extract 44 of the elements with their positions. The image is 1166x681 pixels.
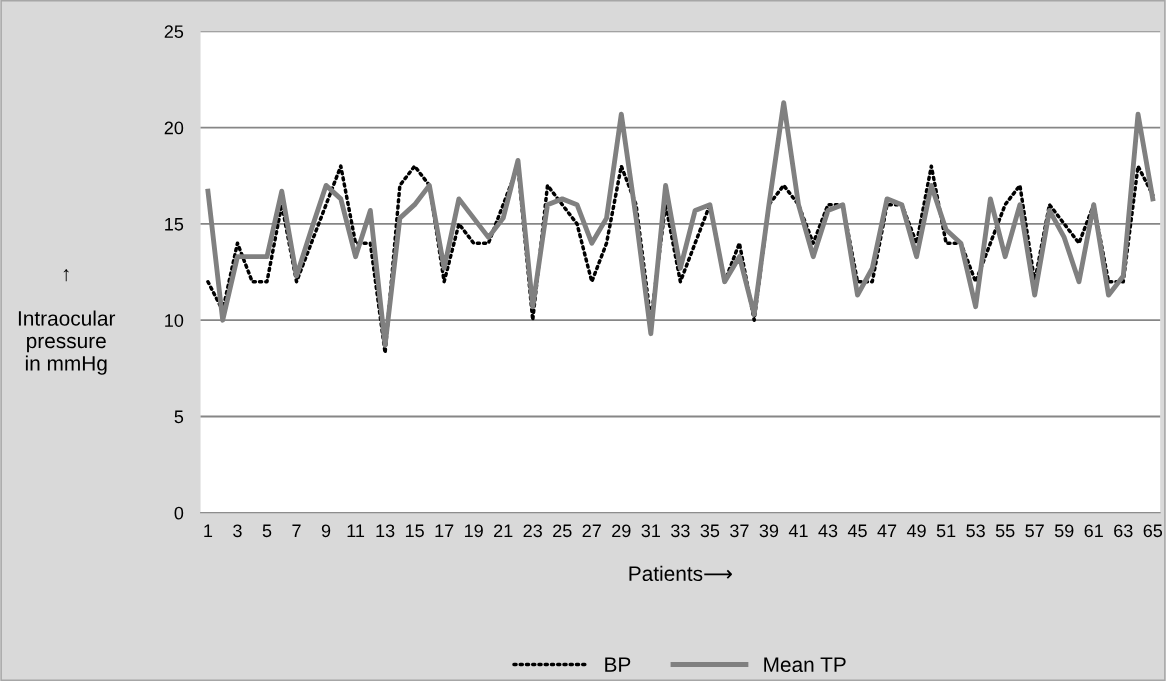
- x-tick-label: 19: [465, 524, 483, 538]
- x-tick-label: 11: [347, 524, 365, 537]
- x-tick-label: 35: [700, 524, 720, 538]
- x-tick-label: 41: [788, 524, 808, 537]
- x-tick-label: 17: [435, 524, 454, 537]
- y-tick-label: 25: [164, 25, 184, 39]
- x-tick-label: 1: [204, 524, 213, 537]
- x-tick-label: 65: [1143, 524, 1163, 538]
- x-tick-label: 15: [405, 524, 424, 538]
- x-tick-label: 27: [582, 524, 601, 537]
- x-tick-label: 49: [906, 524, 926, 538]
- x-tick-label: 21: [494, 524, 513, 537]
- y-tick-label: 15: [165, 218, 184, 231]
- x-tick-label: 43: [818, 524, 838, 538]
- x-tick-label: 47: [877, 524, 897, 537]
- x-axis-title: Patients⟶: [629, 565, 732, 582]
- x-tick-label: 39: [759, 524, 779, 538]
- x-tick-label: 45: [847, 524, 867, 538]
- legend-label: BP: [605, 657, 631, 672]
- x-tick-label: 61: [1084, 524, 1103, 538]
- y-tick-label: 5: [174, 410, 184, 424]
- x-tick-label: 57: [1025, 524, 1044, 538]
- x-tick-label: 13: [376, 524, 395, 538]
- x-tick-label: 7: [292, 524, 301, 537]
- y-tick-label: 10: [165, 314, 184, 327]
- x-tick-label: 9: [321, 524, 331, 538]
- x-tick-label: 55: [995, 524, 1015, 538]
- x-tick-label: 51: [936, 524, 956, 538]
- x-tick-label: 33: [671, 524, 690, 538]
- x-tick-label: 59: [1054, 524, 1074, 538]
- x-tick-label: 37: [730, 524, 749, 538]
- x-tick-label: 25: [553, 524, 572, 538]
- x-tick-label: 29: [612, 524, 631, 538]
- y-tick-label: 20: [164, 121, 184, 135]
- y-tick-label: 0: [174, 506, 184, 520]
- x-tick-label: 3: [233, 524, 242, 538]
- x-tick-label: 63: [1114, 524, 1133, 538]
- x-tick-label: 5: [262, 524, 272, 538]
- x-tick-label: 31: [641, 524, 660, 538]
- x-tick-label: 23: [523, 524, 542, 538]
- x-tick-label: 53: [966, 524, 985, 538]
- legend-label: Mean TP: [764, 657, 846, 673]
- line-series: [205, 100, 1156, 348]
- text: ↑ Intraocular pressure in mmHg: [18, 269, 116, 375]
